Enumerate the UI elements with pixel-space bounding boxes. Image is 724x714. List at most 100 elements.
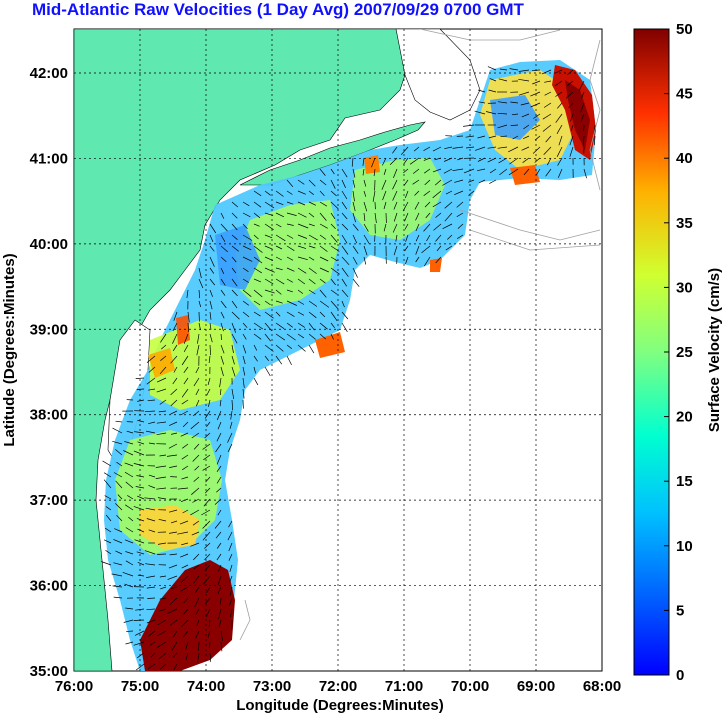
colorbar-tick-label: 30 <box>676 279 693 296</box>
velocity-arrow <box>169 597 178 605</box>
velocity-arrow <box>457 223 464 229</box>
velocity-arrow <box>116 515 123 522</box>
velocity-arrow <box>228 520 233 528</box>
velocity-arrow <box>220 344 225 354</box>
velocity-arrow <box>134 539 145 544</box>
velocity-arrow <box>231 245 239 252</box>
velocity-arrow <box>435 212 442 218</box>
velocity-arrow <box>113 472 123 478</box>
velocity-arrow <box>570 124 574 132</box>
y-tick-label: 38:00 <box>30 407 68 424</box>
velocity-arrow <box>521 113 530 118</box>
velocity-arrow <box>253 333 262 340</box>
velocity-arrow <box>146 518 156 522</box>
velocity-arrow <box>216 454 222 465</box>
velocity-arrow <box>319 179 327 186</box>
velocity-arrow <box>373 168 376 177</box>
velocity-arrow <box>362 157 365 166</box>
velocity-arrow <box>194 586 200 594</box>
velocity-arrow <box>253 355 258 362</box>
velocity-arrow <box>156 432 167 436</box>
velocity-arrow <box>404 190 409 199</box>
velocity-arrow <box>508 146 519 153</box>
velocity-arrow <box>180 553 189 558</box>
velocity-arrow <box>148 485 156 489</box>
velocity-arrow <box>170 388 178 396</box>
velocity-arrow <box>172 652 178 658</box>
velocity-arrow <box>363 190 367 197</box>
velocity-arrow <box>498 78 508 82</box>
velocity-arrow <box>209 223 217 234</box>
velocity-arrow <box>103 479 112 489</box>
velocity-arrow <box>193 553 200 561</box>
velocity-arrow <box>253 278 262 283</box>
velocity-arrow <box>242 344 247 354</box>
velocity-arrow <box>220 597 222 605</box>
velocity-arrow <box>220 630 223 641</box>
velocity-arrow <box>208 355 211 364</box>
velocity-arrow <box>330 190 337 197</box>
velocity-arrow <box>435 256 442 264</box>
velocity-arrow <box>184 641 189 651</box>
velocity-arrow <box>457 157 464 161</box>
velocity-arrow <box>125 551 134 555</box>
y-tick-label: 35:00 <box>30 663 68 680</box>
velocity-arrow <box>352 256 358 265</box>
velocity-arrow <box>146 575 156 578</box>
velocity-arrow <box>413 146 420 152</box>
velocity-arrow <box>242 289 252 297</box>
colorbar-tick-label: 15 <box>676 473 693 490</box>
x-tick-label: 69:00 <box>517 678 555 695</box>
colorbar-label: Surface Velocity (cm/s) <box>706 268 723 432</box>
velocity-arrow <box>319 168 326 176</box>
velocity-arrow <box>487 146 497 149</box>
velocity-arrow <box>474 146 486 151</box>
velocity-arrow <box>242 223 248 229</box>
velocity-arrow <box>487 66 497 71</box>
velocity-arrow <box>231 201 239 208</box>
velocity-arrow <box>478 89 486 93</box>
velocity-arrow <box>218 564 222 572</box>
velocity-arrow <box>219 388 222 396</box>
velocity-arrow <box>206 586 211 593</box>
velocity-arrow <box>159 454 167 457</box>
velocity-arrow <box>156 421 167 424</box>
velocity-arrow <box>180 432 189 437</box>
velocity-arrow <box>510 101 519 104</box>
velocity-arrow <box>198 278 204 289</box>
velocity-arrow <box>190 542 200 547</box>
velocity-arrow <box>264 300 271 306</box>
velocity-arrow <box>544 80 552 83</box>
velocity-arrow <box>436 245 442 252</box>
velocity-arrow <box>148 529 156 533</box>
velocity-arrow <box>182 421 189 428</box>
velocity-arrow <box>156 388 167 393</box>
velocity-arrow <box>580 102 585 113</box>
velocity-arrow <box>403 157 409 165</box>
velocity-arrow <box>489 168 497 174</box>
velocity-arrow <box>286 344 293 349</box>
velocity-arrow <box>187 322 189 333</box>
velocity-arrow <box>297 333 305 339</box>
velocity-arrow <box>150 652 156 658</box>
velocity-arrow <box>264 278 274 285</box>
velocity-arrow <box>170 586 178 589</box>
velocity-arrow <box>308 322 315 331</box>
velocity-arrow <box>172 333 178 344</box>
velocity-arrow <box>264 366 271 377</box>
velocity-arrow <box>393 212 398 222</box>
velocity-arrow <box>209 256 215 267</box>
velocity-arrow <box>218 608 222 620</box>
velocity-arrow <box>242 278 249 283</box>
velocity-arrow <box>182 443 189 449</box>
velocity-arrow <box>319 267 329 273</box>
velocity-arrow <box>242 366 246 376</box>
velocity-arrow <box>156 377 167 383</box>
velocity-arrow <box>135 377 145 379</box>
velocity-arrow <box>330 333 334 340</box>
velocity-arrow <box>567 80 574 86</box>
velocity-arrow <box>183 366 189 374</box>
velocity-arrow <box>125 560 134 566</box>
y-axis-label: Latitude (Degrees:Minutes) <box>1 253 18 446</box>
